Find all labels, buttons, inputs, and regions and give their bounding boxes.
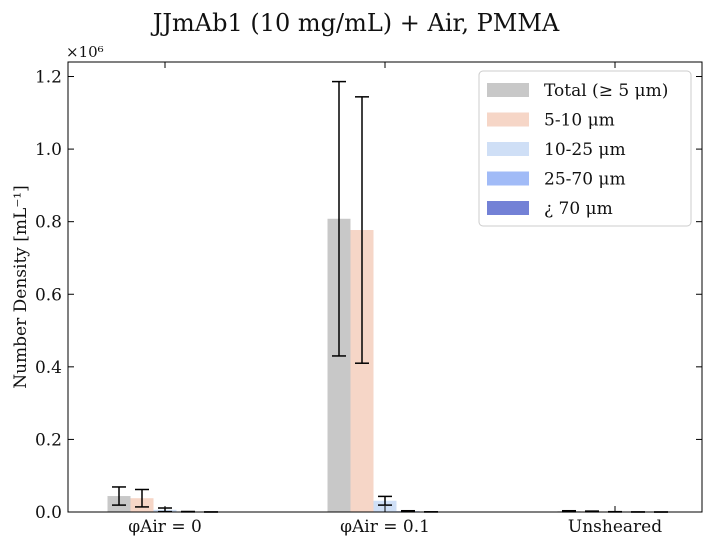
y-tick-label: 0.6 bbox=[35, 285, 62, 305]
legend-swatch bbox=[487, 201, 529, 215]
bar bbox=[327, 218, 351, 512]
legend-label: Total (≥ 5 μm) bbox=[544, 81, 668, 101]
y-tick-label: 0.0 bbox=[35, 503, 62, 523]
legend-items: Total (≥ 5 μm) 5-10 μm 10-25 μm 25-70 μm ¿ 7… bbox=[487, 81, 668, 219]
y-axis-label: Number Density [mL⁻¹] bbox=[11, 185, 31, 389]
legend: Total (≥ 5 μm) 5-10 μm 10-25 μm 25-70 μm ¿ 7… bbox=[478, 70, 692, 227]
y-multiplier-label: ×10⁶ bbox=[66, 43, 104, 61]
y-tick-label: 1.2 bbox=[35, 68, 62, 88]
x-ticks: φAir = 0 φAir = 0.1 Unsheared bbox=[128, 62, 662, 537]
y-tick-label: 1.0 bbox=[35, 140, 62, 160]
legend-swatch bbox=[487, 112, 529, 127]
legend-label: 5-10 μm bbox=[544, 111, 615, 131]
x-tick-label: φAir = 0.1 bbox=[340, 517, 430, 537]
legend-swatch bbox=[487, 142, 529, 156]
bars-layer bbox=[107, 218, 650, 512]
chart-title: JJmAb1 (10 mg/mL) + Air, PMMA bbox=[150, 9, 560, 37]
y-tick-label: 0.4 bbox=[35, 358, 62, 378]
legend-swatch bbox=[487, 171, 529, 186]
y-tick-label: 0.2 bbox=[35, 430, 62, 450]
y-tick-label: 0.8 bbox=[35, 213, 62, 233]
legend-swatch bbox=[487, 83, 529, 97]
x-tick-label: φAir = 0 bbox=[128, 517, 202, 537]
legend-label: 25-70 μm bbox=[544, 170, 626, 190]
legend-label: 10-25 μm bbox=[544, 140, 626, 160]
legend-label: ¿ 70 μm bbox=[544, 199, 613, 219]
bar bbox=[350, 230, 374, 512]
legend-box bbox=[478, 70, 692, 227]
x-tick-label: Unsheared bbox=[568, 517, 662, 537]
y-ticks: 0.0 0.2 0.4 0.6 0.8 1.0 1.2 bbox=[35, 68, 702, 523]
